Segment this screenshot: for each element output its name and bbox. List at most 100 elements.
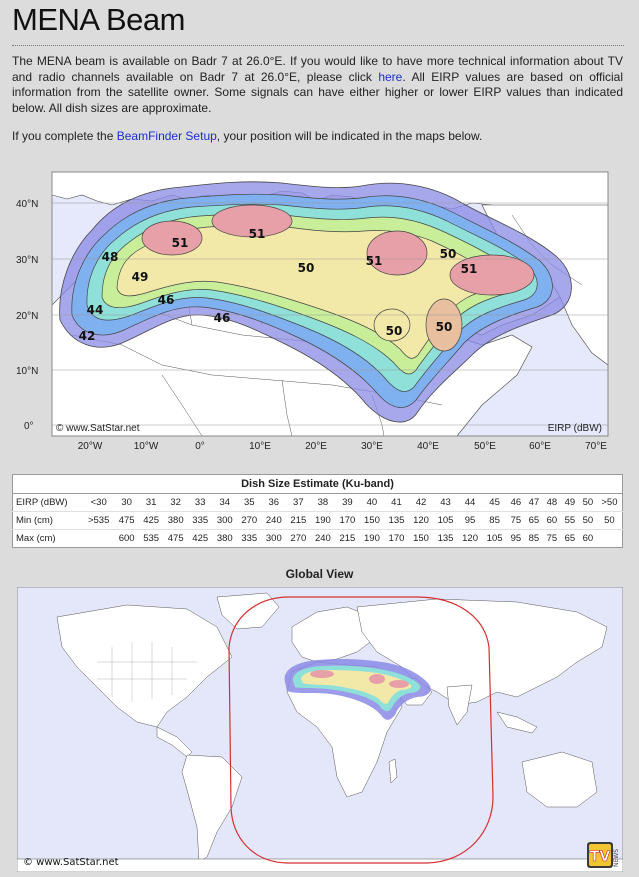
lon-label: 0° xyxy=(195,441,205,452)
dish-table-cell: 45 xyxy=(482,493,507,512)
dish-table-cell: 135 xyxy=(384,511,409,530)
peak-egypt xyxy=(366,230,428,276)
satellite-visibility-circle xyxy=(228,596,494,864)
dish-table-cell: 270 xyxy=(286,529,311,548)
dish-table-cell: 335 xyxy=(187,511,213,530)
dish-table-cell xyxy=(82,529,115,548)
dish-table-cell: 31 xyxy=(138,493,164,512)
dish-table-row: Min (cm) >535 475 425 380 335 300 270 240 215 190 1… xyxy=(12,511,623,530)
contour-label: 46 xyxy=(158,293,175,307)
lon-label: 30°E xyxy=(361,441,383,452)
dish-table-cell: 85 xyxy=(482,511,507,530)
beam-map-grid xyxy=(52,202,608,426)
lon-label: 60°E xyxy=(529,441,551,452)
dish-table-cell: 32 xyxy=(163,493,188,512)
dish-table-cell: 105 xyxy=(433,511,458,530)
dish-table-cell: 425 xyxy=(187,529,213,548)
dish-table-cell: 475 xyxy=(163,529,188,548)
dish-table-cell: 48 xyxy=(542,493,561,512)
beam-map-frame xyxy=(51,171,609,437)
dish-table-cell: 55 xyxy=(560,511,579,530)
contour-label: 51 xyxy=(366,254,383,268)
dish-table-cell: 41 xyxy=(384,493,409,512)
dish-table-cell: 425 xyxy=(138,511,164,530)
dish-table-cell: 190 xyxy=(359,529,385,548)
setup-paragraph: If you complete the BeamFinder Setup, yo… xyxy=(12,129,623,144)
intro-text-end: . All EIRP values are based on official … xyxy=(12,69,623,115)
dish-table-cell: >535 xyxy=(82,511,115,530)
contour-label: 50 xyxy=(436,320,453,334)
lat-label: 30°N xyxy=(16,255,38,266)
dish-table-cell: 43 xyxy=(433,493,458,512)
dish-table-cell: 36 xyxy=(261,493,287,512)
dish-table-cell: 30 xyxy=(114,493,139,512)
lat-label: 10°N xyxy=(16,366,38,377)
global-view-map: © www.SatStar.net TV NEWS xyxy=(17,587,623,872)
dish-table-cell: 49 xyxy=(560,493,579,512)
contour-label: 42 xyxy=(79,329,96,343)
lon-label: 10°E xyxy=(249,441,271,452)
dish-table-row-label: Max (cm) xyxy=(12,529,83,548)
contour-label: 50 xyxy=(440,247,457,261)
dish-table-cell: 42 xyxy=(408,493,434,512)
dish-table-row-label: EIRP (dBW) xyxy=(12,493,83,512)
lon-label: 20°E xyxy=(305,441,327,452)
dish-table-cell: 270 xyxy=(237,511,262,530)
dish-table-cell: 75 xyxy=(542,529,561,548)
here-link[interactable]: here xyxy=(378,69,403,84)
contour-label: 44 xyxy=(87,303,104,317)
peak-west xyxy=(141,220,203,256)
global-map-credit: © www.SatStar.net xyxy=(23,857,119,868)
dish-table-cell: >50 xyxy=(596,493,623,512)
dish-table-cell: 475 xyxy=(114,511,139,530)
dish-table-cell: 190 xyxy=(310,511,336,530)
dish-table-cell: 535 xyxy=(138,529,164,548)
dish-table-cell: 170 xyxy=(384,529,409,548)
logo-side-text: NEWS xyxy=(613,849,620,867)
dish-table-cell: 46 xyxy=(506,493,525,512)
dish-table-cell: 34 xyxy=(212,493,238,512)
dish-table-cell: 240 xyxy=(310,529,336,548)
dish-table-cell: 170 xyxy=(335,511,360,530)
dish-table-cell: 215 xyxy=(335,529,360,548)
dish-table-cell: 65 xyxy=(560,529,579,548)
dish-table-cell xyxy=(596,529,623,548)
intro-text-start: The MENA beam is available on Badr 7 at … xyxy=(12,54,623,84)
lon-label: 20°W xyxy=(78,441,103,452)
contour-label: 50 xyxy=(298,261,315,275)
dish-table-cell: 215 xyxy=(286,511,311,530)
dish-table-cell: 50 xyxy=(578,493,597,512)
dish-table-cell: 300 xyxy=(212,511,238,530)
contour-label: 49 xyxy=(132,270,149,284)
contour-label: 51 xyxy=(249,227,266,241)
dish-table-cell: 600 xyxy=(114,529,139,548)
dish-table-cell: 120 xyxy=(457,529,483,548)
dish-table-cell: 33 xyxy=(187,493,213,512)
map-credit: © www.SatStar.net xyxy=(56,423,140,434)
peak-sudan xyxy=(373,308,411,342)
dish-table-row: Max (cm) 600 535 475 425 380 335 300 270 240 215 19… xyxy=(12,529,623,548)
dish-table-cell: 50 xyxy=(578,511,597,530)
peak-north xyxy=(211,204,293,238)
dish-table-cell: 135 xyxy=(433,529,458,548)
lon-label: 10°W xyxy=(134,441,159,452)
dish-table-row-label: Min (cm) xyxy=(12,511,83,530)
dish-table-cell: 105 xyxy=(482,529,507,548)
eirp-unit-label: EIRP (dBW) xyxy=(548,423,602,434)
lon-label: 40°E xyxy=(417,441,439,452)
dish-table-row: EIRP (dBW) <30 30 31 32 33 34 35 36 37 38 39 40 41 42 4… xyxy=(12,493,623,512)
peak-yemen xyxy=(425,298,463,352)
dish-table-cell: 150 xyxy=(359,511,385,530)
us-state-borders xyxy=(97,642,197,702)
dish-table-cell: 47 xyxy=(524,493,543,512)
dish-table-cell: 37 xyxy=(286,493,311,512)
contour-label: 51 xyxy=(461,262,478,276)
lat-label: 40°N xyxy=(16,199,38,210)
beamfinder-setup-link[interactable]: BeamFinder Setup xyxy=(116,129,217,143)
logo-text: TV xyxy=(590,849,611,865)
dish-table-cell: 39 xyxy=(335,493,360,512)
dish-table-cell: 380 xyxy=(163,511,188,530)
dish-table-cell: 120 xyxy=(408,511,434,530)
contour-label: 48 xyxy=(102,250,119,264)
peak-gulf xyxy=(449,254,535,296)
